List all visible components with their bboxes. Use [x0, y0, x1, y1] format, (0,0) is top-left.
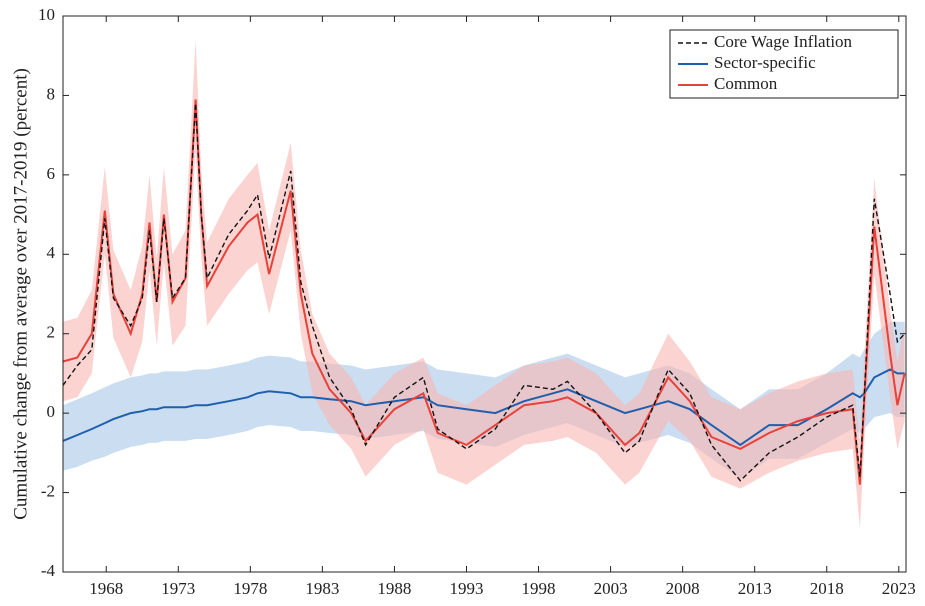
legend-label: Common [714, 74, 778, 93]
x-tick-label: 2003 [594, 579, 628, 598]
y-tick-label: 6 [47, 164, 56, 183]
x-tick-label: 2023 [882, 579, 916, 598]
y-tick-label: 2 [47, 323, 56, 342]
x-tick-label: 2018 [810, 579, 844, 598]
legend-label: Core Wage Inflation [714, 32, 853, 51]
y-tick-label: -4 [41, 561, 56, 580]
x-tick-label: 1968 [89, 579, 123, 598]
y-tick-label: 0 [47, 402, 56, 421]
x-tick-label: 1983 [305, 579, 339, 598]
y-tick-label: 4 [47, 243, 56, 262]
x-tick-label: 1998 [522, 579, 556, 598]
y-tick-label: -2 [41, 481, 55, 500]
y-tick-label: 8 [47, 84, 56, 103]
x-tick-label: 2013 [738, 579, 772, 598]
y-tick-label: 10 [38, 5, 55, 24]
series-line [62, 103, 906, 482]
x-tick-label: 2008 [666, 579, 700, 598]
plot-frame [62, 15, 907, 573]
x-tick-label: 1978 [233, 579, 267, 598]
series-line [62, 368, 905, 447]
y-axis-label: Cumulative change from average over 2017… [10, 68, 31, 520]
confidence-band [63, 39, 905, 529]
legend-label: Sector-specific [714, 53, 816, 72]
x-tick-label: 1993 [449, 579, 483, 598]
x-tick-label: 1973 [161, 579, 195, 598]
x-tick-label: 1988 [377, 579, 411, 598]
